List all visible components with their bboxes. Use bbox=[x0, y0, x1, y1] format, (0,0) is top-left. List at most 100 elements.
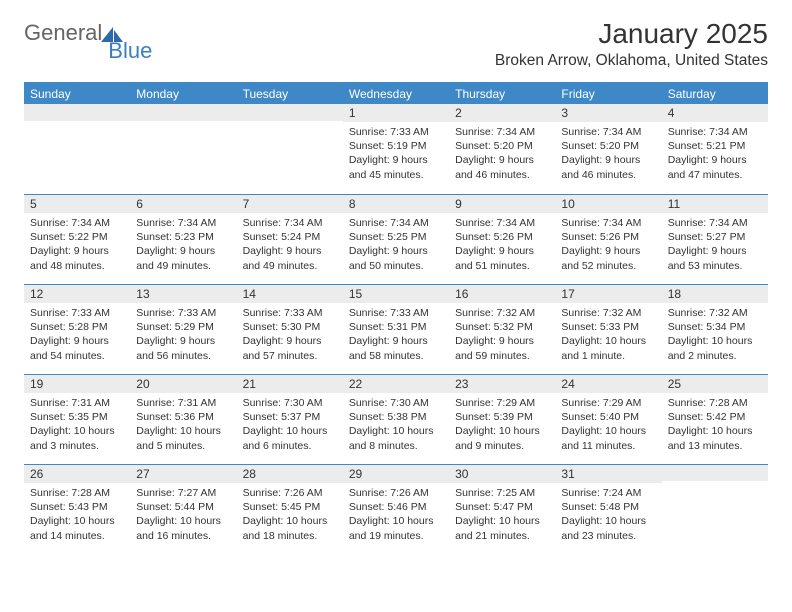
day-number bbox=[130, 104, 236, 121]
calendar-week-row: 1Sunrise: 7:33 AMSunset: 5:19 PMDaylight… bbox=[24, 104, 768, 194]
day-details: Sunrise: 7:26 AMSunset: 5:45 PMDaylight:… bbox=[237, 483, 343, 549]
calendar-cell: 4Sunrise: 7:34 AMSunset: 5:21 PMDaylight… bbox=[662, 104, 768, 194]
calendar-cell: 5Sunrise: 7:34 AMSunset: 5:22 PMDaylight… bbox=[24, 194, 130, 284]
day-details: Sunrise: 7:29 AMSunset: 5:39 PMDaylight:… bbox=[449, 393, 555, 459]
calendar-cell bbox=[130, 104, 236, 194]
weekday-header: Tuesday bbox=[237, 83, 343, 104]
day-number: 18 bbox=[662, 284, 768, 303]
brand-text-blue: Blue bbox=[108, 38, 152, 64]
calendar-cell: 30Sunrise: 7:25 AMSunset: 5:47 PMDayligh… bbox=[449, 464, 555, 554]
calendar-cell: 13Sunrise: 7:33 AMSunset: 5:29 PMDayligh… bbox=[130, 284, 236, 374]
calendar-cell: 23Sunrise: 7:29 AMSunset: 5:39 PMDayligh… bbox=[449, 374, 555, 464]
day-details: Sunrise: 7:30 AMSunset: 5:38 PMDaylight:… bbox=[343, 393, 449, 459]
day-details: Sunrise: 7:32 AMSunset: 5:32 PMDaylight:… bbox=[449, 303, 555, 369]
day-details: Sunrise: 7:27 AMSunset: 5:44 PMDaylight:… bbox=[130, 483, 236, 549]
calendar-cell: 10Sunrise: 7:34 AMSunset: 5:26 PMDayligh… bbox=[555, 194, 661, 284]
calendar-cell bbox=[237, 104, 343, 194]
day-details: Sunrise: 7:33 AMSunset: 5:31 PMDaylight:… bbox=[343, 303, 449, 369]
day-number: 8 bbox=[343, 194, 449, 213]
calendar-cell: 27Sunrise: 7:27 AMSunset: 5:44 PMDayligh… bbox=[130, 464, 236, 554]
day-details: Sunrise: 7:34 AMSunset: 5:23 PMDaylight:… bbox=[130, 213, 236, 279]
calendar-body: 1Sunrise: 7:33 AMSunset: 5:19 PMDaylight… bbox=[24, 104, 768, 554]
day-number: 16 bbox=[449, 284, 555, 303]
day-details: Sunrise: 7:34 AMSunset: 5:21 PMDaylight:… bbox=[662, 122, 768, 188]
day-details: Sunrise: 7:33 AMSunset: 5:19 PMDaylight:… bbox=[343, 122, 449, 188]
weekday-header-row: SundayMondayTuesdayWednesdayThursdayFrid… bbox=[24, 83, 768, 104]
calendar-cell: 12Sunrise: 7:33 AMSunset: 5:28 PMDayligh… bbox=[24, 284, 130, 374]
calendar-cell: 16Sunrise: 7:32 AMSunset: 5:32 PMDayligh… bbox=[449, 284, 555, 374]
calendar-week-row: 5Sunrise: 7:34 AMSunset: 5:22 PMDaylight… bbox=[24, 194, 768, 284]
day-details: Sunrise: 7:34 AMSunset: 5:27 PMDaylight:… bbox=[662, 213, 768, 279]
weekday-header: Monday bbox=[130, 83, 236, 104]
calendar-cell: 31Sunrise: 7:24 AMSunset: 5:48 PMDayligh… bbox=[555, 464, 661, 554]
calendar-week-row: 12Sunrise: 7:33 AMSunset: 5:28 PMDayligh… bbox=[24, 284, 768, 374]
day-number: 14 bbox=[237, 284, 343, 303]
brand-text-general: General bbox=[24, 20, 102, 46]
day-number: 24 bbox=[555, 374, 661, 393]
month-title: January 2025 bbox=[495, 18, 768, 50]
day-details: Sunrise: 7:34 AMSunset: 5:25 PMDaylight:… bbox=[343, 213, 449, 279]
day-details: Sunrise: 7:32 AMSunset: 5:33 PMDaylight:… bbox=[555, 303, 661, 369]
calendar-table: SundayMondayTuesdayWednesdayThursdayFrid… bbox=[24, 82, 768, 554]
calendar-cell bbox=[662, 464, 768, 554]
day-number bbox=[237, 104, 343, 121]
day-details: Sunrise: 7:34 AMSunset: 5:22 PMDaylight:… bbox=[24, 213, 130, 279]
day-details: Sunrise: 7:34 AMSunset: 5:20 PMDaylight:… bbox=[555, 122, 661, 188]
day-details: Sunrise: 7:33 AMSunset: 5:29 PMDaylight:… bbox=[130, 303, 236, 369]
weekday-header: Sunday bbox=[24, 83, 130, 104]
calendar-cell: 29Sunrise: 7:26 AMSunset: 5:46 PMDayligh… bbox=[343, 464, 449, 554]
calendar-cell: 9Sunrise: 7:34 AMSunset: 5:26 PMDaylight… bbox=[449, 194, 555, 284]
day-number: 28 bbox=[237, 464, 343, 483]
calendar-cell: 2Sunrise: 7:34 AMSunset: 5:20 PMDaylight… bbox=[449, 104, 555, 194]
calendar-cell: 7Sunrise: 7:34 AMSunset: 5:24 PMDaylight… bbox=[237, 194, 343, 284]
day-number: 1 bbox=[343, 104, 449, 122]
day-number: 4 bbox=[662, 104, 768, 122]
day-number: 13 bbox=[130, 284, 236, 303]
day-number: 19 bbox=[24, 374, 130, 393]
calendar-cell: 8Sunrise: 7:34 AMSunset: 5:25 PMDaylight… bbox=[343, 194, 449, 284]
weekday-header: Wednesday bbox=[343, 83, 449, 104]
calendar-cell: 18Sunrise: 7:32 AMSunset: 5:34 PMDayligh… bbox=[662, 284, 768, 374]
calendar-cell: 22Sunrise: 7:30 AMSunset: 5:38 PMDayligh… bbox=[343, 374, 449, 464]
day-number bbox=[662, 464, 768, 481]
calendar-cell: 26Sunrise: 7:28 AMSunset: 5:43 PMDayligh… bbox=[24, 464, 130, 554]
calendar-cell: 24Sunrise: 7:29 AMSunset: 5:40 PMDayligh… bbox=[555, 374, 661, 464]
day-number: 7 bbox=[237, 194, 343, 213]
brand-logo: General Blue bbox=[24, 18, 170, 46]
day-number: 6 bbox=[130, 194, 236, 213]
day-number: 9 bbox=[449, 194, 555, 213]
day-number: 11 bbox=[662, 194, 768, 213]
day-number: 5 bbox=[24, 194, 130, 213]
calendar-cell: 11Sunrise: 7:34 AMSunset: 5:27 PMDayligh… bbox=[662, 194, 768, 284]
calendar-week-row: 19Sunrise: 7:31 AMSunset: 5:35 PMDayligh… bbox=[24, 374, 768, 464]
day-details: Sunrise: 7:34 AMSunset: 5:24 PMDaylight:… bbox=[237, 213, 343, 279]
day-number: 12 bbox=[24, 284, 130, 303]
day-details: Sunrise: 7:26 AMSunset: 5:46 PMDaylight:… bbox=[343, 483, 449, 549]
day-details: Sunrise: 7:34 AMSunset: 5:20 PMDaylight:… bbox=[449, 122, 555, 188]
day-details: Sunrise: 7:31 AMSunset: 5:35 PMDaylight:… bbox=[24, 393, 130, 459]
day-number: 26 bbox=[24, 464, 130, 483]
calendar-cell: 1Sunrise: 7:33 AMSunset: 5:19 PMDaylight… bbox=[343, 104, 449, 194]
day-details: Sunrise: 7:28 AMSunset: 5:42 PMDaylight:… bbox=[662, 393, 768, 459]
day-details: Sunrise: 7:29 AMSunset: 5:40 PMDaylight:… bbox=[555, 393, 661, 459]
day-number bbox=[24, 104, 130, 121]
day-details: Sunrise: 7:34 AMSunset: 5:26 PMDaylight:… bbox=[449, 213, 555, 279]
day-details: Sunrise: 7:31 AMSunset: 5:36 PMDaylight:… bbox=[130, 393, 236, 459]
day-number: 17 bbox=[555, 284, 661, 303]
calendar-cell bbox=[24, 104, 130, 194]
day-number: 21 bbox=[237, 374, 343, 393]
calendar-cell: 3Sunrise: 7:34 AMSunset: 5:20 PMDaylight… bbox=[555, 104, 661, 194]
location-text: Broken Arrow, Oklahoma, United States bbox=[495, 52, 768, 70]
day-details: Sunrise: 7:25 AMSunset: 5:47 PMDaylight:… bbox=[449, 483, 555, 549]
calendar-cell: 17Sunrise: 7:32 AMSunset: 5:33 PMDayligh… bbox=[555, 284, 661, 374]
day-number: 29 bbox=[343, 464, 449, 483]
day-number: 30 bbox=[449, 464, 555, 483]
day-details: Sunrise: 7:30 AMSunset: 5:37 PMDaylight:… bbox=[237, 393, 343, 459]
day-details: Sunrise: 7:32 AMSunset: 5:34 PMDaylight:… bbox=[662, 303, 768, 369]
day-number: 23 bbox=[449, 374, 555, 393]
day-details: Sunrise: 7:33 AMSunset: 5:28 PMDaylight:… bbox=[24, 303, 130, 369]
day-details: Sunrise: 7:34 AMSunset: 5:26 PMDaylight:… bbox=[555, 213, 661, 279]
calendar-week-row: 26Sunrise: 7:28 AMSunset: 5:43 PMDayligh… bbox=[24, 464, 768, 554]
day-number: 10 bbox=[555, 194, 661, 213]
calendar-cell: 14Sunrise: 7:33 AMSunset: 5:30 PMDayligh… bbox=[237, 284, 343, 374]
